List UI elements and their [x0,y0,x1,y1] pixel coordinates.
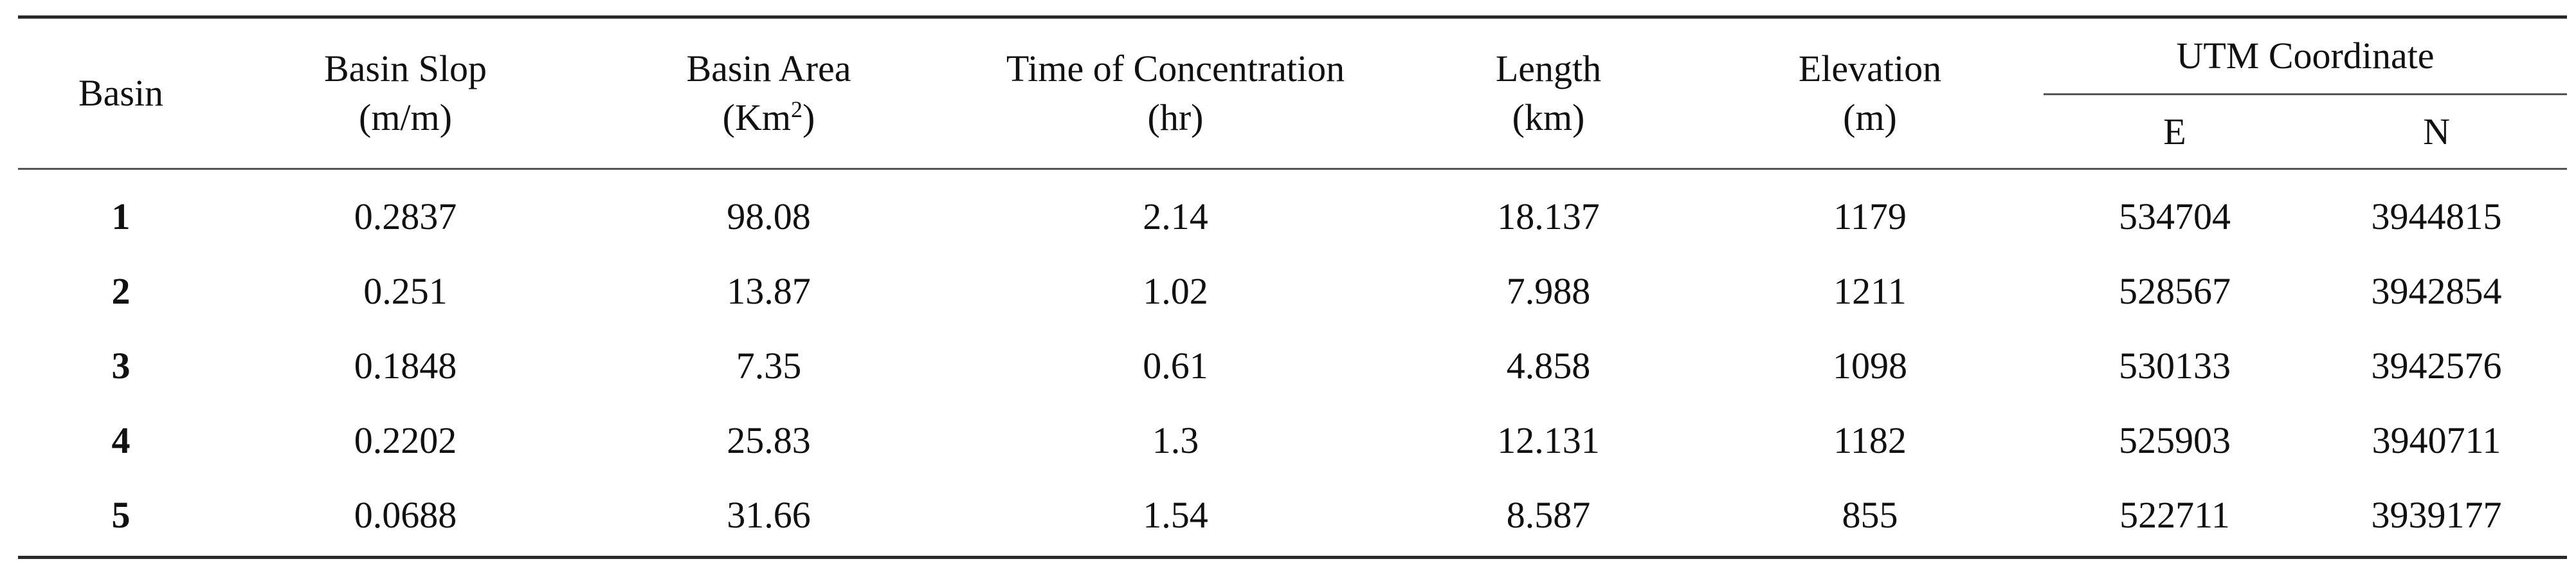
cell-length: 18.137 [1497,195,1600,237]
table-row: 1 0.2837 98.08 2.14 18.137 1179 534704 3… [18,169,2567,254]
cell-length: 4.858 [1506,344,1591,387]
header-basin-area-unit-sup: 2 [791,96,803,123]
cell-area: 31.66 [587,477,950,559]
cell-elevation: 1179 [1833,195,1907,237]
header-utm-e: E [2044,94,2306,170]
cell-elevation: 1211 [1833,270,1907,312]
cell-utm-n: 3940711 [2372,419,2501,461]
cell-slope: 0.2837 [354,195,457,237]
header-length: Length (km) [1401,15,1696,170]
table-row: 3 0.1848 7.35 0.61 4.858 1098 530133 394… [18,328,2567,403]
cell-elevation: 1098 [1833,344,1907,387]
cell-slope: 0.2202 [354,419,457,461]
header-utm-n-label: N [2423,111,2450,152]
table-header: Basin Basin Slop (m/m) Basin Area (Km2) … [18,15,2568,170]
basin-characteristics-table-container: Basin Basin Slop (m/m) Basin Area (Km2) … [18,15,2568,559]
basin-characteristics-table: Basin Basin Slop (m/m) Basin Area (Km2) … [18,15,2568,559]
cell-utm-e: 528567 [2119,270,2231,312]
cell-utm-n: 3944815 [2371,195,2502,237]
header-basin-area-label: Basin Area [686,48,851,89]
header-basin-area-unit-suffix: ) [802,96,815,138]
cell-slope: 0.1848 [354,344,457,387]
cell-elevation: 1182 [1833,419,1907,461]
cell-basin: 5 [18,477,224,559]
cell-toc: 1.02 [1143,270,1208,312]
cell-utm-e: 522711 [2044,477,2306,559]
cell-utm-e: 530133 [2119,344,2231,387]
cell-length: 8.587 [1401,477,1696,559]
cell-elevation: 855 [1696,477,2044,559]
header-toc-label: Time of Concentration [1006,48,1345,89]
cell-toc: 2.14 [1143,195,1208,237]
header-basin-area-unit-prefix: (Km [722,96,791,138]
header-utm-coordinate-label: UTM Coordinate [2176,35,2435,77]
cell-area: 13.87 [727,270,811,312]
header-utm-e-label: E [2163,111,2186,152]
cell-slope: 0.251 [363,270,448,312]
header-utm-coordinate: UTM Coordinate [2044,15,2568,95]
cell-basin: 2 [111,270,131,312]
header-basin-slope: Basin Slop (m/m) [224,15,587,170]
table-row: 5 0.0688 31.66 1.54 8.587 855 522711 393… [18,477,2568,559]
cell-area: 25.83 [727,419,811,461]
table-row: 2 0.251 13.87 1.02 7.988 1211 528567 394… [18,253,2567,328]
cell-toc: 1.3 [1152,419,1199,461]
cell-utm-n: 3942576 [2371,344,2502,387]
header-length-label: Length [1495,48,1602,89]
header-toc-unit: (hr) [1147,96,1204,138]
table-body: 1 0.2837 98.08 2.14 18.137 1179 534704 3… [18,169,2568,559]
header-elevation-unit: (m) [1843,96,1897,138]
cell-slope: 0.0688 [224,477,587,559]
header-basin-slope-label: Basin Slop [324,48,487,89]
header-basin-slope-unit: (m/m) [359,96,452,138]
cell-area: 98.08 [727,195,811,237]
header-basin-label: Basin [78,72,164,114]
header-basin-area-unit: (Km2) [587,93,950,142]
header-utm-n: N [2306,94,2568,170]
cell-utm-n: 3939177 [2306,477,2568,559]
header-elevation-label: Elevation [1798,48,1942,89]
cell-basin: 3 [111,344,131,387]
header-length-unit: (km) [1512,96,1585,138]
cell-toc: 0.61 [1143,344,1208,387]
cell-basin: 1 [111,195,131,237]
cell-utm-e: 525903 [2119,419,2231,461]
header-basin: Basin [18,15,224,170]
header-time-of-concentration: Time of Concentration (hr) [950,15,1401,170]
cell-utm-e: 534704 [2119,195,2231,237]
cell-area: 7.35 [736,344,802,387]
cell-length: 7.988 [1506,270,1591,312]
cell-length: 12.131 [1497,419,1600,461]
cell-toc: 1.54 [950,477,1401,559]
header-row-top: Basin Basin Slop (m/m) Basin Area (Km2) … [18,15,2568,170]
cell-basin: 4 [111,419,131,461]
header-elevation: Elevation (m) [1696,15,2044,170]
table-row: 4 0.2202 25.83 1.3 12.131 1182 525903 39… [18,403,2567,477]
header-row-sub: E N [18,94,2568,170]
header-basin-area: Basin Area (Km2) [587,15,950,170]
cell-utm-n: 3942854 [2371,270,2502,312]
